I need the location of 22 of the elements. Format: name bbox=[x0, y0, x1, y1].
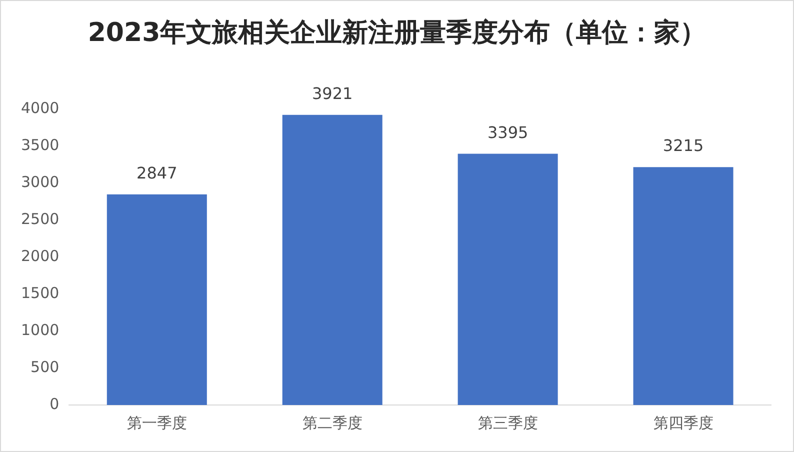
data-label: 3215 bbox=[662, 136, 704, 156]
bar bbox=[633, 167, 734, 405]
y-tick-label: 3000 bbox=[20, 172, 60, 191]
bar bbox=[106, 194, 207, 405]
y-tick-label: 2500 bbox=[20, 210, 60, 228]
y-tick-label: 2000 bbox=[20, 246, 60, 265]
y-tick-label: 3500 bbox=[20, 136, 60, 154]
y-tick-label: 4000 bbox=[20, 98, 60, 117]
data-label: 3395 bbox=[487, 122, 528, 142]
data-label: 3921 bbox=[312, 84, 353, 103]
bar bbox=[282, 114, 382, 405]
x-tick-label: 第一季度 bbox=[126, 414, 187, 432]
x-tick-label: 第三季度 bbox=[478, 414, 538, 432]
y-tick-label: 1000 bbox=[20, 320, 60, 339]
bar bbox=[458, 154, 558, 405]
x-tick-label: 第四季度 bbox=[653, 414, 714, 432]
chart-title: 2023年文旅相关企业新注册量季度分布（单位：家） bbox=[86, 17, 708, 50]
y-tick-label: 0 bbox=[50, 394, 60, 413]
x-tick-label: 第二季度 bbox=[302, 414, 362, 432]
data-label: 2847 bbox=[136, 163, 178, 182]
y-tick-label: 1500 bbox=[20, 284, 60, 302]
y-tick-label: 500 bbox=[30, 358, 60, 376]
